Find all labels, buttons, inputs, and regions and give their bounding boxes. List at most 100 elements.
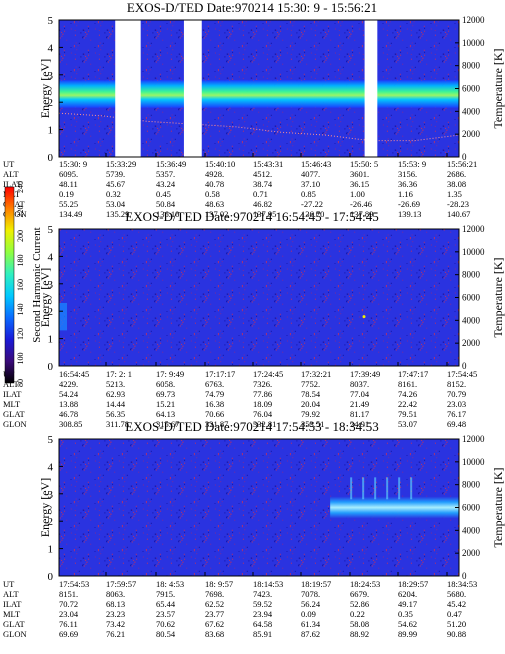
table-cell: 68.13 — [106, 599, 125, 609]
table-row-label: ALT — [3, 379, 20, 389]
colorbar-tick-label: 140 — [16, 304, 25, 316]
table-cell: 58.08 — [350, 619, 369, 629]
y2-tick-label: 4000 — [462, 525, 481, 535]
table-cell: 90.88 — [447, 629, 466, 639]
table-cell: 24.91 — [350, 419, 369, 429]
table-cell: 56.35 — [106, 409, 125, 419]
table-cell: 8152. — [447, 379, 466, 389]
burst-spike — [410, 477, 413, 500]
table-row-label: GLON — [3, 419, 27, 429]
y2-tick-label: 6000 — [462, 84, 481, 94]
table-cell: 56.24 — [301, 599, 321, 609]
table-cell: 81.17 — [350, 409, 369, 419]
table-cell: 6095. — [59, 169, 78, 179]
y-axis-label: Energy [eV] — [38, 478, 52, 537]
table-cell: 0.09 — [301, 609, 316, 619]
y-tick-label: 4 — [48, 251, 54, 263]
table-cell: 0.85 — [301, 189, 316, 199]
burst-spike — [362, 477, 365, 500]
table-cell: 45.42 — [447, 599, 466, 609]
table-cell: 15:53: 9 — [398, 159, 426, 169]
y-tick-label: 0 — [48, 571, 54, 583]
y2-tick-label: 0 — [462, 361, 467, 371]
table-cell: 17:17:17 — [205, 369, 235, 379]
y2-tick-label: 10000 — [462, 38, 485, 48]
table-cell: 76.04 — [253, 409, 273, 419]
table-cell: 23.03 — [447, 399, 466, 409]
table-cell: 3601. — [350, 169, 369, 179]
table-cell: 0.22 — [350, 609, 365, 619]
table-cell: 54.24 — [59, 389, 79, 399]
table-cell: 5680. — [447, 589, 466, 599]
table-cell: 5213. — [106, 379, 125, 389]
y-tick-label: 1 — [48, 125, 54, 137]
table-cell: 7326. — [253, 379, 272, 389]
table-cell: 23.04 — [59, 609, 79, 619]
plot-area — [59, 229, 459, 366]
table-cell: 76.21 — [106, 629, 125, 639]
table-cell: 67.62 — [205, 619, 224, 629]
table-cell: 17:24:45 — [253, 369, 283, 379]
table-row-label: GLAT — [3, 199, 26, 209]
panel-title: EXOS-D/TED Date:970214 15:30: 9 - 15:56:… — [127, 0, 377, 15]
table-cell: 4229. — [59, 379, 78, 389]
colorbar-tick-label: 180 — [16, 255, 25, 267]
table-cell: 135.29 — [106, 209, 129, 219]
table-cell: 80.54 — [156, 629, 176, 639]
table-cell: 62.52 — [205, 599, 224, 609]
burst-spike — [374, 477, 377, 500]
table-cell: 76.17 — [447, 409, 466, 419]
table-cell: 311.78 — [106, 419, 129, 429]
table-cell: 13.88 — [59, 399, 78, 409]
table-cell: -26.69 — [398, 199, 420, 209]
table-cell: 22.42 — [398, 399, 417, 409]
data-gap — [364, 20, 378, 157]
table-cell: 54.62 — [398, 619, 417, 629]
table-cell: 23.57 — [156, 609, 175, 619]
table-cell: 55.25 — [59, 199, 78, 209]
table-cell: 78.54 — [301, 389, 321, 399]
table-cell: 36.36 — [398, 179, 417, 189]
table-cell: 8037. — [350, 379, 369, 389]
ion-band — [330, 496, 459, 519]
table-cell: 85.91 — [253, 629, 272, 639]
panel-1: EXOS-D/TED Date:970214 15:30: 9 - 15:56:… — [3, 0, 505, 219]
table-cell: 15:30: 9 — [59, 159, 87, 169]
table-cell: 17:47:17 — [398, 369, 428, 379]
table-cell: 6058. — [156, 379, 175, 389]
table-cell: 36.15 — [350, 179, 369, 189]
y-tick-label: 2 — [48, 306, 54, 318]
table-cell: 8063. — [106, 589, 125, 599]
table-cell: 15:43:31 — [253, 159, 283, 169]
table-cell: 0.35 — [398, 609, 413, 619]
table-cell: 73.42 — [106, 619, 125, 629]
table-cell: 332.81 — [253, 419, 276, 429]
y-tick-label: 3 — [48, 279, 54, 291]
table-cell: 17:32:21 — [301, 369, 331, 379]
table-cell: 23.23 — [106, 609, 125, 619]
y2-axis-label: Temperature [K] — [491, 257, 505, 337]
y2-tick-label: 0 — [462, 152, 467, 162]
table-cell: 7698. — [205, 589, 224, 599]
table-cell: 15.21 — [156, 399, 175, 409]
y2-tick-label: 8000 — [462, 61, 481, 71]
table-cell: 74.26 — [398, 389, 417, 399]
y2-tick-label: 10000 — [462, 457, 485, 467]
table-cell: 1.16 — [398, 189, 413, 199]
table-cell: 0.19 — [59, 189, 74, 199]
table-row-label: ILAT — [3, 179, 22, 189]
table-cell: 53.07 — [398, 419, 417, 429]
table-cell: 79.51 — [398, 409, 417, 419]
table-cell: 137.95 — [253, 209, 276, 219]
table-row-label: ALT — [3, 589, 20, 599]
y2-axis-label: Temperature [K] — [491, 48, 505, 128]
table-cell: 308.85 — [59, 419, 82, 429]
y-tick-label: 1 — [48, 544, 54, 556]
table-cell: 69.48 — [447, 419, 466, 429]
colorbar-tick-label: 200 — [16, 230, 25, 242]
table-cell: 77.04 — [350, 389, 370, 399]
table-cell: 46.82 — [253, 199, 272, 209]
table-cell: 38.08 — [447, 179, 466, 189]
y-tick-label: 4 — [48, 42, 54, 54]
y2-tick-label: 4000 — [462, 315, 481, 325]
